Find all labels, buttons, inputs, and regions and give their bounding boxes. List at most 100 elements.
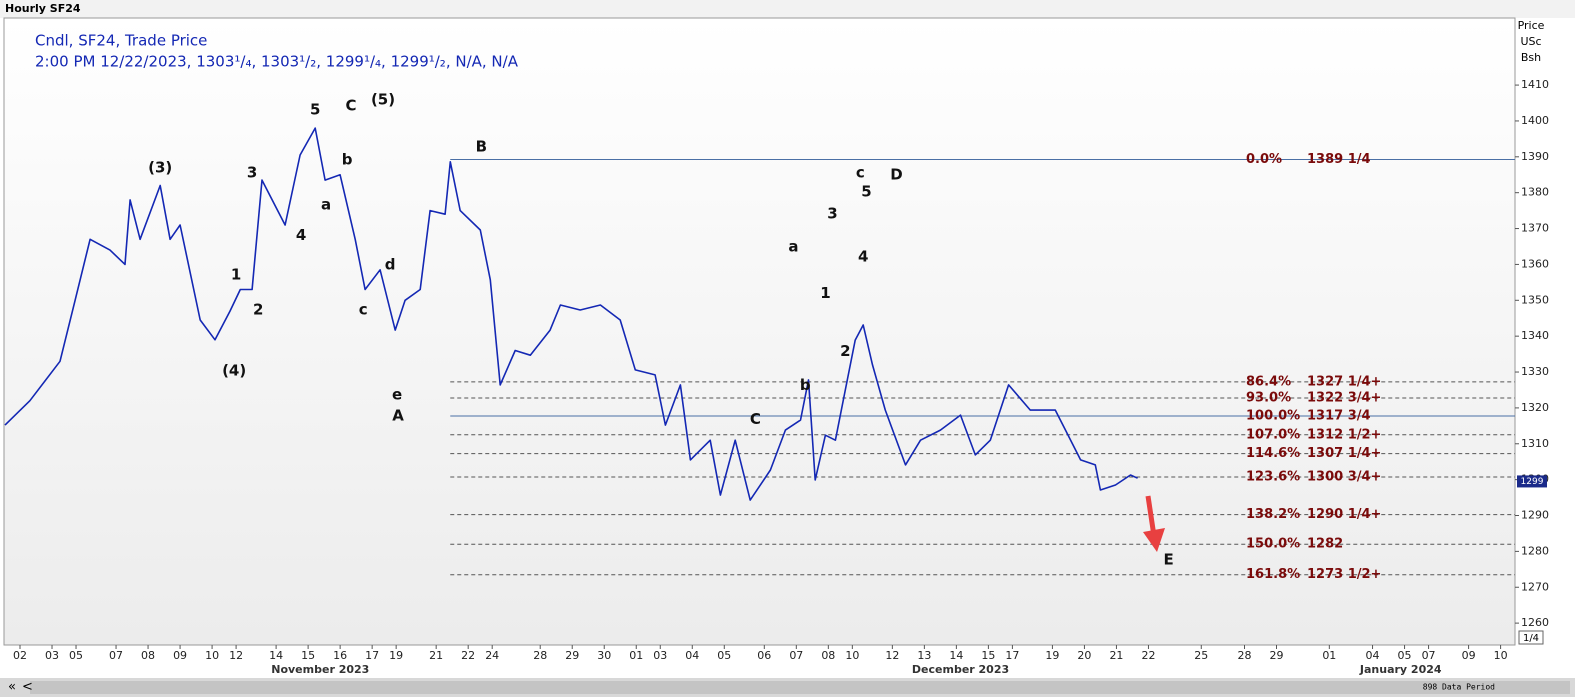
- wave-label: c: [856, 163, 865, 181]
- x-tick-label: 04: [685, 649, 699, 662]
- y-tick-label: 1350: [1521, 293, 1549, 306]
- wave-label: 4: [858, 247, 868, 265]
- x-tick-label: 15: [981, 649, 995, 662]
- y-tick-label: 1400: [1521, 114, 1549, 127]
- month-label: December 2023: [912, 663, 1009, 676]
- x-tick-label: 01: [1322, 649, 1336, 662]
- x-tick-label: 21: [1109, 649, 1123, 662]
- x-tick-label: 04: [1366, 649, 1380, 662]
- y-tick-label: 1290: [1521, 509, 1549, 522]
- fib-price: 1300 3/4+: [1307, 469, 1381, 484]
- x-tick-label: 14: [269, 649, 283, 662]
- x-tick-label: 13: [917, 649, 931, 662]
- wave-label: a: [788, 237, 798, 255]
- y-axis-label: Price: [1518, 19, 1545, 32]
- wave-label: d: [385, 255, 396, 273]
- x-tick-label: 10: [1494, 649, 1508, 662]
- wave-label: 2: [840, 342, 850, 360]
- y-tick-label: 1310: [1521, 437, 1549, 450]
- fib-price: 1327 1/4+: [1307, 374, 1381, 389]
- x-tick-label: 20: [1077, 649, 1091, 662]
- x-tick-label: 19: [389, 649, 403, 662]
- x-tick-label: 03: [45, 649, 59, 662]
- fib-ratio: 161.8%: [1246, 567, 1300, 582]
- wave-label: b: [800, 376, 811, 394]
- x-tick-label: 25: [1194, 649, 1208, 662]
- x-tick-label: 17: [1005, 649, 1019, 662]
- y-tick-label: 1360: [1521, 257, 1549, 270]
- scroll-button[interactable]: «: [8, 680, 16, 695]
- x-tick-label: 08: [821, 649, 835, 662]
- x-tick-label: 08: [141, 649, 155, 662]
- x-tick-label: 10: [205, 649, 219, 662]
- fib-ratio: 107.0%: [1246, 427, 1300, 442]
- wave-label: c: [359, 300, 368, 318]
- wave-label: b: [342, 151, 353, 169]
- last-price-box: [1517, 475, 1547, 488]
- x-tick-label: 29: [1270, 649, 1284, 662]
- x-tick-label: 06: [757, 649, 771, 662]
- wave-label: e: [392, 385, 402, 403]
- fib-ratio: 93.0%: [1246, 391, 1291, 406]
- price-line: [4, 127, 1138, 501]
- wave-label: 3: [827, 204, 837, 222]
- x-tick-label: 09: [173, 649, 187, 662]
- x-tick-label: 14: [949, 649, 963, 662]
- x-tick-label: 07: [1422, 649, 1436, 662]
- wave-label: 1: [231, 265, 241, 283]
- x-tick-label: 17: [365, 649, 379, 662]
- y-tick-label: 1340: [1521, 329, 1549, 342]
- y-tick-label: 1320: [1521, 401, 1549, 414]
- x-tick-label: 12: [229, 649, 243, 662]
- scroll-thumb[interactable]: [30, 681, 1570, 694]
- fib-ratio: 86.4%: [1246, 374, 1291, 389]
- y-tick-label: 1330: [1521, 365, 1549, 378]
- plot-area: [3, 17, 1516, 646]
- x-tick-label: 05: [1398, 649, 1412, 662]
- month-label: November 2023: [271, 663, 369, 676]
- x-tick-label: 24: [485, 649, 499, 662]
- window-title: Hourly SF24: [5, 2, 81, 15]
- x-tick-label: 02: [13, 649, 27, 662]
- x-tick-label: 28: [1237, 649, 1251, 662]
- scale-button[interactable]: [1518, 630, 1544, 645]
- y-tick-label: 1370: [1521, 222, 1549, 235]
- y-axis-label: USc: [1520, 35, 1541, 48]
- wave-label: A: [392, 407, 404, 425]
- wave-label: (3): [148, 158, 172, 176]
- wave-label: (5): [371, 90, 395, 108]
- wave-label: C: [346, 96, 357, 114]
- fib-price: 1282: [1307, 537, 1343, 552]
- wave-label: a: [321, 195, 331, 213]
- x-tick-label: 28: [533, 649, 547, 662]
- wave-label: 5: [861, 182, 871, 200]
- fib-ratio: 0.0%: [1246, 152, 1282, 167]
- scale-button-label[interactable]: 1/4: [1523, 633, 1539, 644]
- fib-price: 1307 1/4+: [1307, 446, 1381, 461]
- fib-ratio: 138.2%: [1246, 507, 1300, 522]
- fib-price: 1317 3/4: [1307, 408, 1371, 423]
- fib-price: 1322 3/4+: [1307, 391, 1381, 406]
- fib-ratio: 123.6%: [1246, 469, 1300, 484]
- y-tick-label: 1260: [1521, 616, 1549, 629]
- wave-label: 4: [296, 226, 306, 244]
- y-tick-label: 1270: [1521, 580, 1549, 593]
- x-tick-label: 09: [1462, 649, 1476, 662]
- wave-label: 5: [310, 100, 320, 118]
- x-tick-label: 30: [597, 649, 611, 662]
- title-bar: [0, 0, 1575, 18]
- wave-label: C: [750, 410, 761, 428]
- x-tick-label: 29: [565, 649, 579, 662]
- scroll-button[interactable]: <: [22, 680, 33, 695]
- x-tick-label: 07: [789, 649, 803, 662]
- fib-price: 1290 1/4+: [1307, 507, 1381, 522]
- fib-price: 1312 1/2+: [1307, 427, 1381, 442]
- fib-ratio: 100.0%: [1246, 408, 1300, 423]
- fib-ratio: 150.0%: [1246, 537, 1300, 552]
- x-tick-label: 21: [429, 649, 443, 662]
- wave-label: 1: [820, 284, 830, 302]
- y-tick-label: 1380: [1521, 186, 1549, 199]
- x-tick-label: 19: [1045, 649, 1059, 662]
